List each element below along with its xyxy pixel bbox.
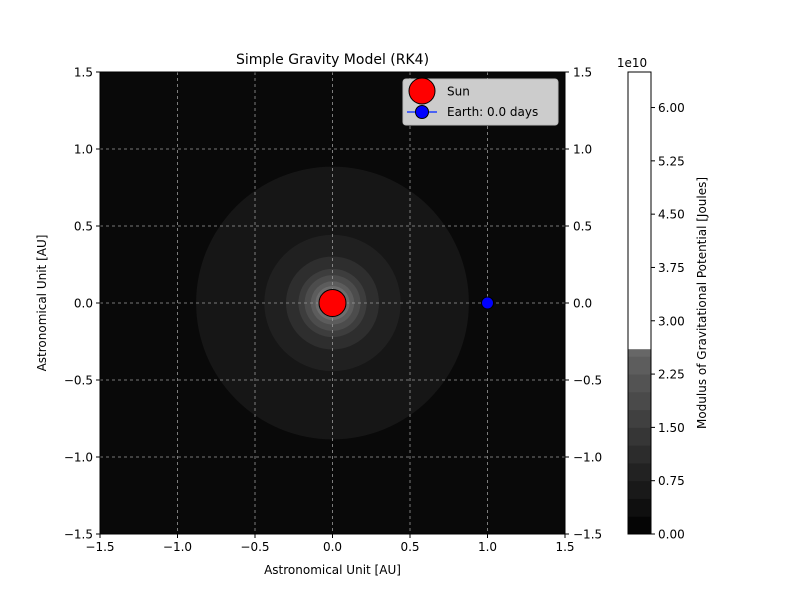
y-axis-ticks-left: −1.5 −1.0 −0.5 0.0 0.5 1.0 1.5 <box>64 66 100 542</box>
colorbar-level <box>628 349 651 357</box>
y-tick-label-right: 1.0 <box>573 143 592 157</box>
y-tick-label-left: 0.5 <box>74 220 93 234</box>
colorbar-label: Modulus of Gravitational Potential [Joul… <box>695 177 709 429</box>
y-tick-label-left: 1.5 <box>74 66 93 80</box>
y-axis-label: Astronomical Unit [AU] <box>35 235 49 372</box>
colorbar-level <box>628 480 651 499</box>
colorbar-frame <box>627 71 652 535</box>
colorbar-level <box>628 356 651 375</box>
sun-marker <box>318 289 347 317</box>
x-tick-label: 0.5 <box>400 540 419 554</box>
legend-sun-marker-icon <box>408 77 436 105</box>
colorbar-tick-label: 2.25 <box>658 368 685 382</box>
colorbar-level <box>628 409 651 428</box>
x-axis-label: Astronomical Unit [AU] <box>264 563 401 577</box>
colorbar-tick-label: 3.00 <box>658 314 685 328</box>
legend-sun-label: Sun <box>447 85 470 99</box>
colorbar-ticks: 0.00 0.75 1.50 2.25 3.00 3.75 4.50 5.25 6.00 <box>651 101 685 542</box>
colorbar-tick-label: 0.00 <box>658 528 685 542</box>
y-tick-label-right: 1.5 <box>573 66 592 80</box>
legend-earth-marker-icon <box>415 105 429 119</box>
colorbar-level <box>628 498 651 517</box>
colorbar-level <box>628 391 651 411</box>
x-tick-label: −1.0 <box>163 540 192 554</box>
x-tick-label: 1.5 <box>555 540 574 554</box>
colorbar-level <box>628 427 651 446</box>
colorbar <box>628 72 651 535</box>
colorbar-level <box>628 462 651 482</box>
colorbar-tick-label: 3.75 <box>658 261 685 275</box>
colorbar-tick-label: 1.50 <box>658 421 685 435</box>
y-tick-label-left: 1.0 <box>74 143 93 157</box>
colorbar-level <box>628 374 651 393</box>
colorbar-level <box>628 516 651 535</box>
colorbar-tick-label: 6.00 <box>658 101 685 115</box>
legend-earth-label: Earth: 0.0 days <box>447 105 538 119</box>
legend-box <box>402 78 559 126</box>
y-tick-label-left: −0.5 <box>64 374 93 388</box>
chart-title: Simple Gravity Model (RK4) <box>236 52 429 68</box>
x-tick-label: −1.5 <box>85 540 114 554</box>
x-tick-label: −0.5 <box>240 540 269 554</box>
y-tick-label-right: −0.5 <box>573 374 602 388</box>
colorbar-tick-label: 5.25 <box>658 154 685 168</box>
colorbar-tick-label: 4.50 <box>658 208 685 222</box>
colorbar-offset-label: 1e10 <box>617 56 647 70</box>
y-tick-label-left: −1.0 <box>64 451 93 465</box>
legend: Sun Earth: 0.0 days <box>402 77 559 126</box>
y-tick-label-right: 0.0 <box>573 297 592 311</box>
colorbar-tick-label: 0.75 <box>658 474 685 488</box>
x-tick-label: 1.0 <box>478 540 497 554</box>
y-tick-label-right: −1.5 <box>573 528 602 542</box>
earth-marker <box>481 296 494 310</box>
y-tick-label-right: −1.0 <box>573 451 602 465</box>
x-axis-ticks: −1.5 −1.0 −0.5 0.0 0.5 1.0 1.5 <box>85 534 575 554</box>
y-tick-label-left: −1.5 <box>64 528 93 542</box>
y-axis-ticks-right: −1.5 −1.0 −0.5 0.0 0.5 1.0 1.5 <box>565 66 602 542</box>
y-tick-label-right: 0.5 <box>573 220 592 234</box>
body-markers <box>318 289 494 317</box>
colorbar-level <box>628 445 651 464</box>
x-tick-label: 0.0 <box>323 540 342 554</box>
y-tick-label-left: 0.0 <box>74 297 93 311</box>
